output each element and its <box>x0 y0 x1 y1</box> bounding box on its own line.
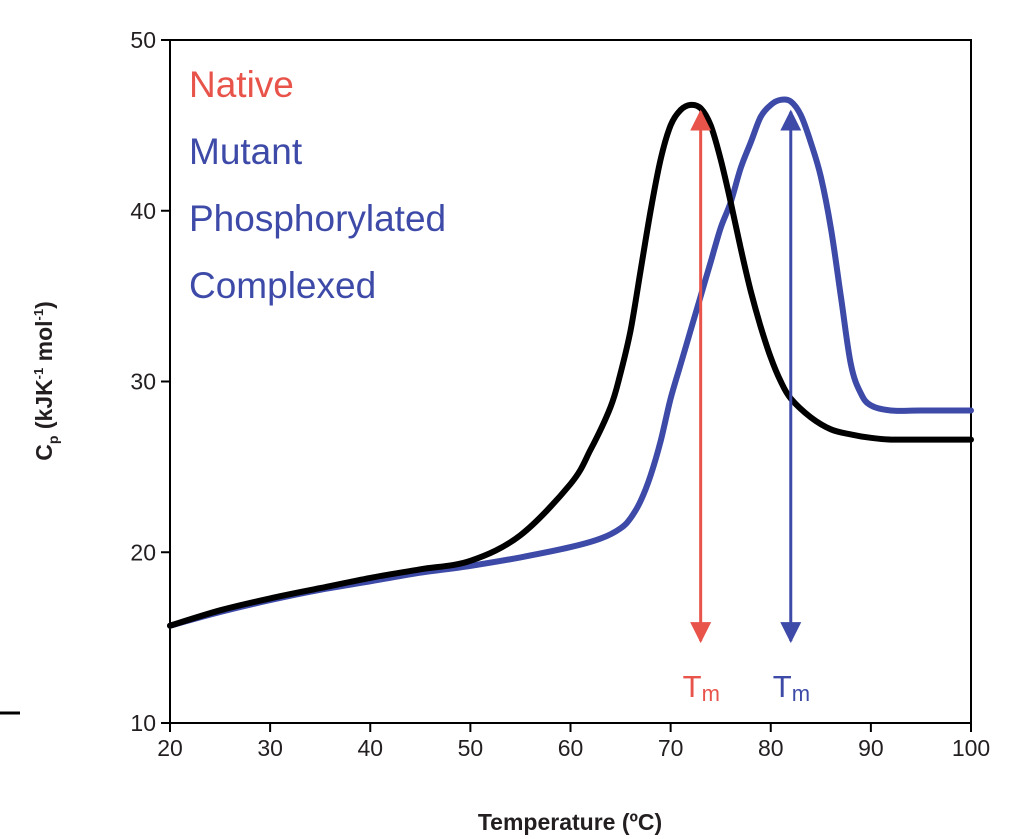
y-tick-label-40: 40 <box>130 198 156 224</box>
y-tick-label-30: 30 <box>130 369 156 395</box>
legend-complexed: Complexed <box>189 265 376 306</box>
x-tick-label-100: 100 <box>952 735 990 761</box>
legend-phosphorylated: Phosphorylated <box>189 198 446 239</box>
x-tick-label-30: 30 <box>257 735 283 761</box>
annotation-layer: Tm Tm <box>683 109 810 706</box>
y-axis-title: Cp (kJK-1 mol-1) <box>31 301 61 461</box>
x-tick-label-90: 90 <box>858 735 884 761</box>
x-tick-label-50: 50 <box>458 735 484 761</box>
x-axis-title: Temperature (ºC) <box>478 809 662 835</box>
y-tick-label-10: 10 <box>130 710 156 736</box>
y-tick-label-20: 20 <box>130 539 156 565</box>
x-tick-label-80: 80 <box>758 735 784 761</box>
series-line-blue <box>167 96 974 629</box>
series-layer <box>167 96 974 629</box>
x-tick-label-70: 70 <box>658 735 684 761</box>
tm-label-1: Tm <box>683 669 720 706</box>
x-tick-label-20: 20 <box>157 735 183 761</box>
tm-label-2: Tm <box>773 669 810 706</box>
legend-native: Native <box>189 64 294 105</box>
series-line-black <box>167 101 974 629</box>
y-tick-label-50: 50 <box>130 27 156 53</box>
x-tick-label-60: 60 <box>558 735 584 761</box>
x-tick-label-40: 40 <box>357 735 383 761</box>
legend-mutant: Mutant <box>189 131 303 172</box>
